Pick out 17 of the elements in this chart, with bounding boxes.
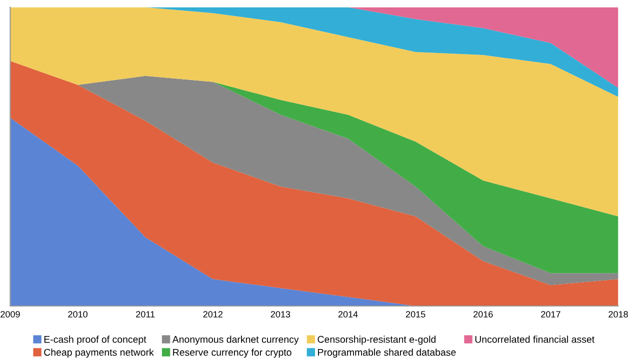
x-tick-label: 2011 (136, 311, 155, 318)
x-tick-label: 2009 (0, 311, 20, 318)
legend-label: Uncorrelated financial asset (475, 336, 595, 343)
legend-label: Programmable shared database (318, 348, 456, 358)
x-tick-label: 2014 (338, 311, 358, 318)
x-tick-label: 2016 (474, 311, 493, 318)
x-tick-label: 2015 (406, 311, 426, 318)
legend-label: Anonymous darknet currency (172, 336, 299, 345)
x-tick-label: 2010 (68, 311, 88, 318)
x-tick-label: 2012 (203, 311, 222, 318)
legend-label: Reserve currency for crypto (173, 348, 292, 358)
x-tick-label: 2017 (541, 311, 560, 318)
legend-label: Censorship-resistant e-gold (318, 336, 436, 345)
legend-label: E-cash proof of concept (44, 336, 146, 345)
legend-label: Cheap payments network (44, 348, 154, 358)
x-tick-label: 2013 (270, 311, 290, 318)
x-tick-label: 2018 (608, 311, 628, 318)
